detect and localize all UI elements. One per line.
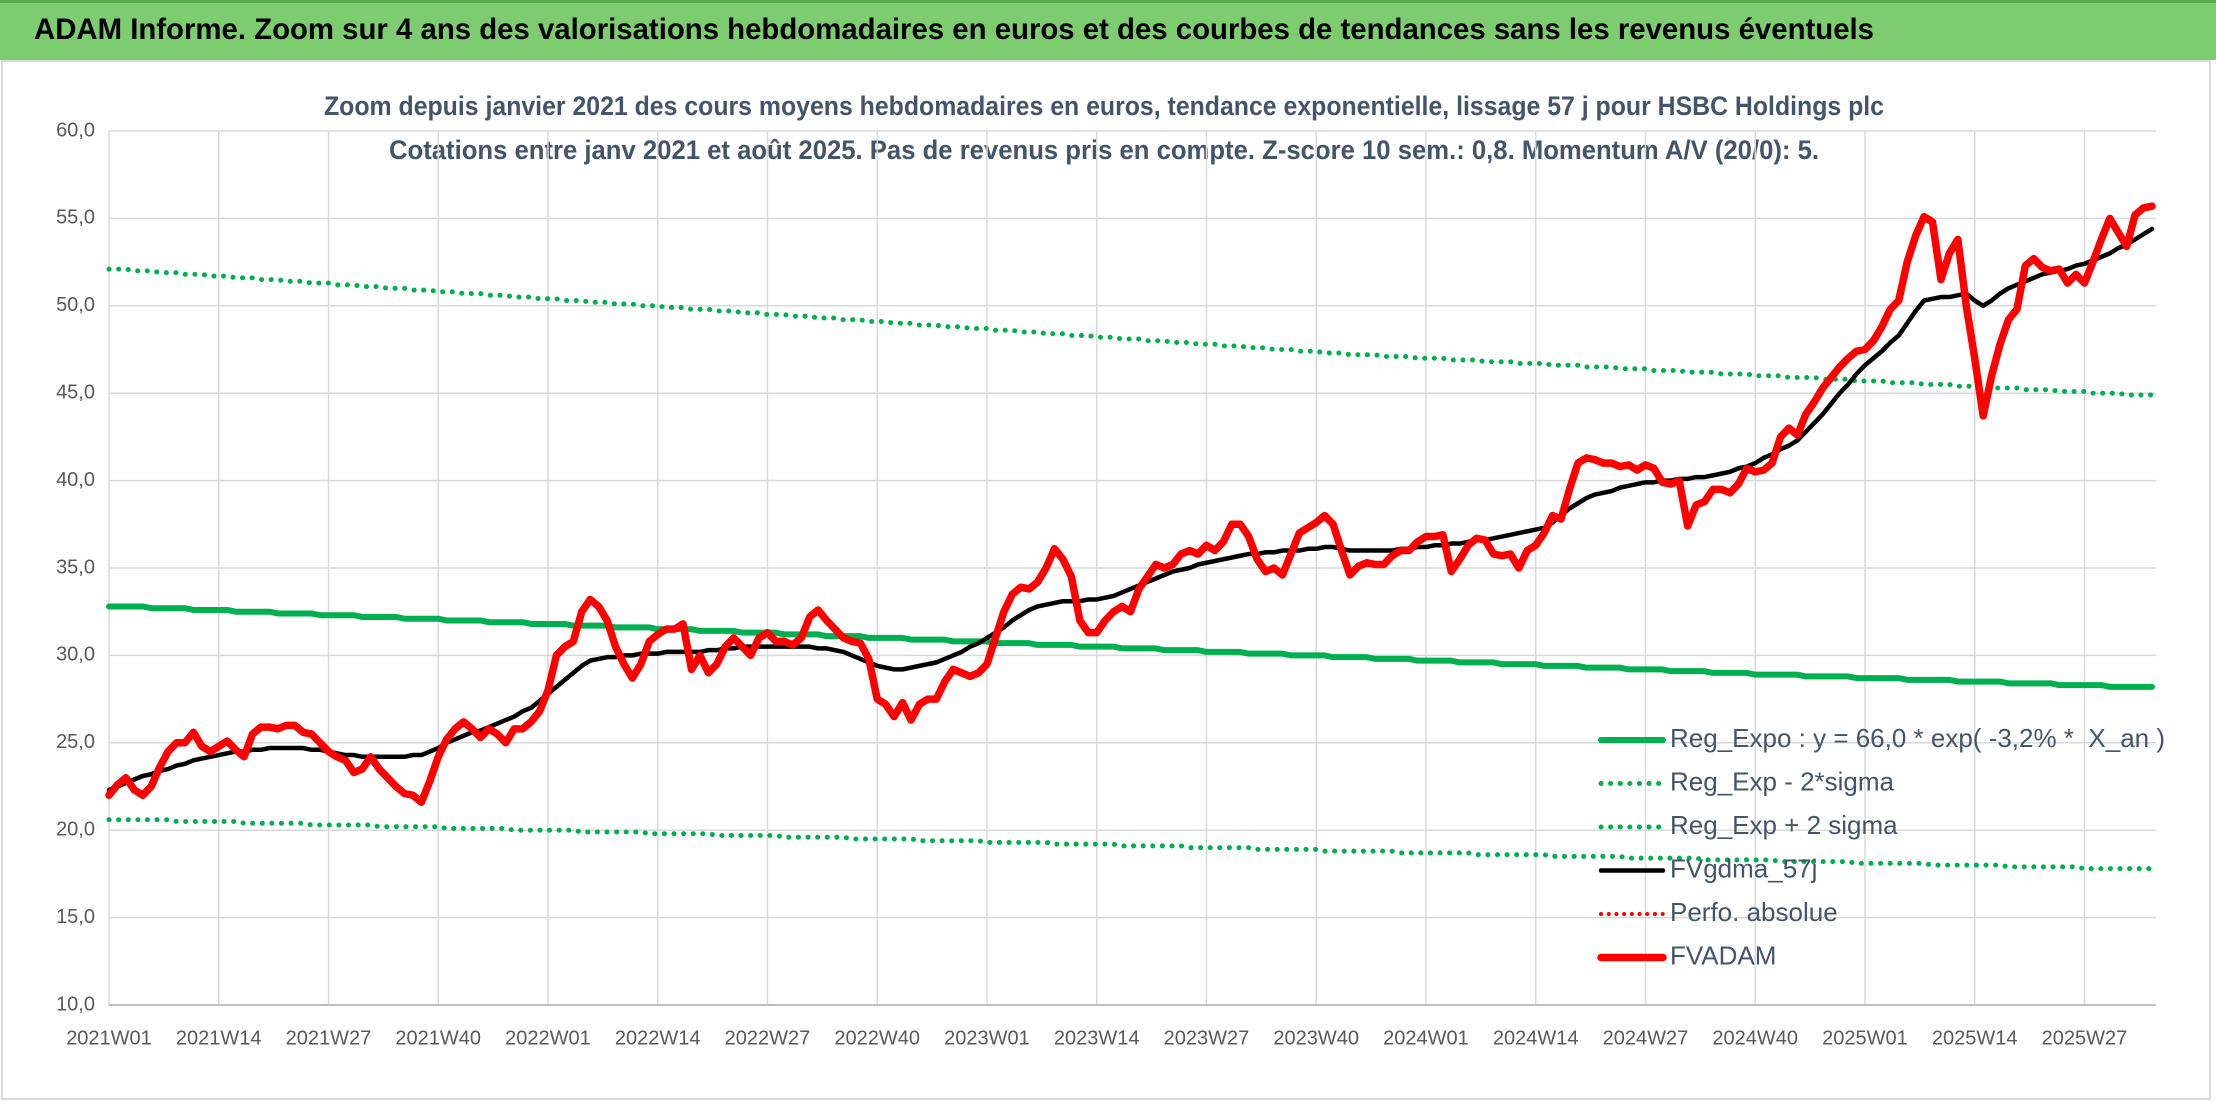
y-tick-label: 55,0 bbox=[56, 207, 95, 229]
legend-label: Reg_Exp - 2*sigma bbox=[1670, 766, 1895, 796]
banner bbox=[0, 0, 2216, 60]
y-tick-label: 20,0 bbox=[56, 818, 95, 840]
chart-frame bbox=[1, 60, 2211, 1100]
x-tick-label: 2021W27 bbox=[286, 1027, 372, 1049]
x-tick-label: 2025W14 bbox=[1932, 1027, 2018, 1049]
legend-label: FVgdma_57j bbox=[1670, 853, 1817, 883]
x-tick-label: 2025W01 bbox=[1822, 1027, 1908, 1049]
y-tick-label: 35,0 bbox=[56, 556, 95, 578]
page-title: ADAM Informe. Zoom sur 4 ans des valoris… bbox=[34, 13, 1874, 46]
x-tick-label: 2022W01 bbox=[505, 1027, 591, 1049]
legend-label: Perfo. absolue bbox=[1670, 897, 1838, 927]
x-tick-label: 2021W01 bbox=[66, 1027, 152, 1049]
y-tick-label: 15,0 bbox=[56, 906, 95, 928]
x-tick-label: 2023W01 bbox=[944, 1027, 1030, 1049]
x-tick-label: 2022W14 bbox=[615, 1027, 701, 1049]
legend-label: Reg_Exp + 2 sigma bbox=[1670, 810, 1898, 840]
y-tick-label: 25,0 bbox=[56, 731, 95, 753]
y-tick-label: 30,0 bbox=[56, 644, 95, 666]
series-line bbox=[106, 603, 2155, 690]
x-tick-label: 2023W40 bbox=[1273, 1027, 1359, 1049]
chart-subtitle: Cotations entre janv 2021 et août 2025. … bbox=[389, 135, 1819, 165]
series-line bbox=[105, 202, 2156, 806]
y-tick-label: 40,0 bbox=[56, 469, 95, 491]
x-tick-label: 2021W14 bbox=[176, 1027, 262, 1049]
series-line bbox=[106, 817, 2155, 872]
x-tick-label: 2024W27 bbox=[1603, 1027, 1689, 1049]
x-tick-label: 2024W01 bbox=[1383, 1027, 1469, 1049]
x-tick-label: 2023W27 bbox=[1164, 1027, 1250, 1049]
x-tick-label: 2021W40 bbox=[395, 1027, 481, 1049]
series-line bbox=[106, 266, 2155, 398]
y-tick-label: 50,0 bbox=[56, 294, 95, 316]
legend: Reg_Expo : y = 66,0 * exp( -3,2% * X_an … bbox=[1597, 723, 2165, 970]
y-tick-label: 10,0 bbox=[56, 993, 95, 1015]
x-tick-label: 2024W40 bbox=[1712, 1027, 1798, 1049]
legend-label: FVADAM bbox=[1670, 940, 1776, 970]
y-tick-label: 45,0 bbox=[56, 381, 95, 403]
chart-title: Zoom depuis janvier 2021 des cours moyen… bbox=[324, 91, 1884, 121]
banner-edge bbox=[0, 0, 2216, 3]
x-tick-label: 2023W14 bbox=[1054, 1027, 1140, 1049]
x-tick-label: 2022W40 bbox=[834, 1027, 920, 1049]
legend-label: Reg_Expo : y = 66,0 * exp( -3,2% * X_an … bbox=[1670, 723, 2165, 753]
plot-area: 10,0 15,0 20,0 25,0 30,0 35,0 40,0 45,0 50,0 55,0… bbox=[56, 119, 2165, 1049]
y-tick-label: 60,0 bbox=[56, 119, 95, 141]
x-tick-label: 2024W14 bbox=[1493, 1027, 1579, 1049]
x-tick-label: 2025W27 bbox=[2042, 1027, 2128, 1049]
x-tick-label: 2022W27 bbox=[725, 1027, 811, 1049]
